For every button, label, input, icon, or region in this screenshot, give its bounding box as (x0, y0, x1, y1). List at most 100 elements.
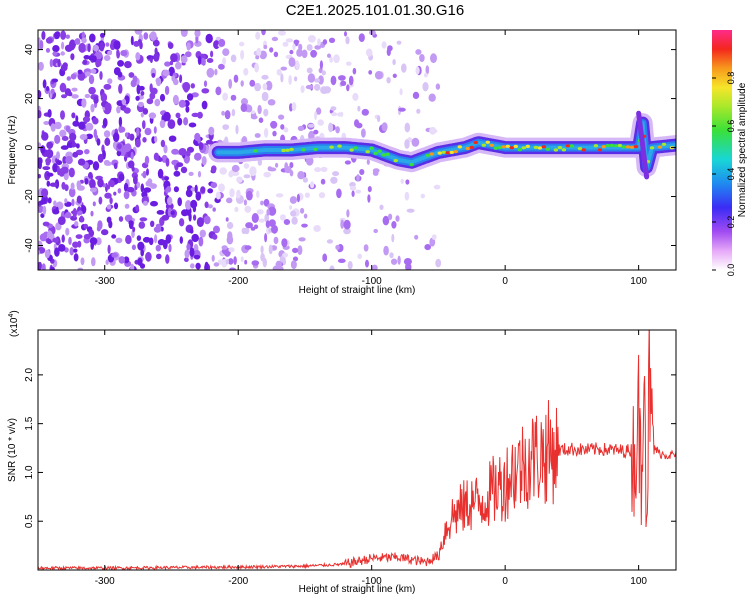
noise-blob (336, 189, 342, 199)
noise-blob (107, 78, 112, 84)
noise-blob (179, 100, 186, 108)
noise-blob (52, 45, 59, 52)
noise-blob (162, 215, 170, 221)
noise-blob (125, 132, 128, 137)
noise-blob (251, 110, 255, 114)
noise-blob (432, 234, 437, 240)
noise-blob (88, 55, 93, 60)
noise-blob (195, 263, 200, 270)
noise-blob (256, 48, 261, 57)
noise-blob (241, 80, 244, 86)
noise-blob (335, 245, 340, 250)
noise-blob (430, 53, 437, 63)
noise-blob (362, 109, 369, 116)
noise-blob (373, 168, 380, 173)
noise-blob (405, 179, 409, 184)
noise-blob (104, 138, 110, 146)
x-tick-label: -300 (95, 276, 115, 287)
noise-blob (330, 177, 337, 184)
track-peak (378, 150, 382, 153)
noise-blob (168, 119, 176, 129)
noise-blob (212, 255, 215, 262)
noise-blob (189, 172, 194, 176)
noise-blob (179, 218, 184, 226)
noise-blob (45, 250, 50, 259)
noise-blob (119, 174, 124, 182)
noise-blob (61, 42, 64, 50)
noise-blob (47, 173, 54, 177)
noise-blob (109, 197, 112, 204)
noise-blob (88, 87, 96, 95)
noise-blob (285, 166, 292, 173)
noise-blob (181, 55, 188, 63)
noise-blob (190, 200, 197, 209)
noise-blob (65, 228, 69, 236)
track-peak (454, 150, 458, 153)
noise-blob (434, 185, 441, 190)
noise-blob (187, 93, 193, 100)
noise-blob (298, 44, 302, 51)
noise-blob (114, 163, 118, 169)
noise-blob (57, 59, 60, 67)
noise-blob (113, 192, 116, 196)
noise-blob (168, 244, 171, 253)
noise-blob (269, 167, 277, 171)
track-peak (598, 148, 602, 151)
noise-blob (176, 162, 183, 167)
noise-blob (60, 31, 66, 40)
noise-blob (331, 76, 337, 86)
noise-blob (346, 209, 349, 217)
noise-blob (340, 81, 346, 86)
noise-blob (97, 178, 104, 187)
track-peak (370, 147, 374, 150)
noise-blob (191, 234, 199, 242)
noise-blob (269, 245, 273, 255)
noise-blob (198, 171, 201, 177)
noise-blob (281, 67, 288, 71)
spectrogram-x-label: Height of straight line (km) (299, 285, 416, 296)
noise-blob (150, 221, 154, 227)
noise-blob (104, 84, 112, 90)
noise-blob (46, 86, 49, 91)
noise-blob (105, 103, 112, 113)
noise-blob (92, 118, 98, 125)
noise-blob (124, 61, 132, 68)
noise-blob (166, 158, 170, 167)
noise-blob (252, 260, 260, 266)
noise-blob (116, 106, 121, 113)
noise-blob (77, 180, 82, 189)
noise-blob (275, 163, 278, 168)
noise-blob (308, 124, 315, 128)
noise-blob (212, 234, 217, 240)
noise-blob (413, 92, 419, 99)
noise-blob (228, 79, 232, 89)
noise-blob (81, 257, 85, 265)
noise-blob (150, 83, 153, 93)
snr-y-label: SNR (10 * v/v) (7, 418, 18, 482)
noise-blob (137, 258, 142, 266)
noise-blob (124, 107, 131, 113)
noise-blob (232, 109, 236, 116)
noise-blob (50, 59, 53, 67)
noise-blob (125, 204, 130, 209)
noise-blob (276, 261, 282, 268)
noise-blob (156, 245, 161, 252)
noise-blob (283, 259, 287, 265)
track-peak (514, 145, 518, 148)
noise-blob (290, 196, 297, 204)
noise-blob (54, 135, 60, 144)
noise-blob (218, 39, 225, 47)
noise-blob (222, 124, 229, 130)
track-peak (650, 146, 654, 149)
noise-blob (308, 73, 315, 83)
noise-blob (46, 37, 53, 43)
noise-blob (222, 93, 228, 101)
noise-blob (235, 125, 238, 134)
noise-blob (72, 152, 78, 158)
noise-blob (71, 74, 77, 80)
noise-blob (189, 123, 197, 128)
noise-blob (254, 83, 261, 91)
y-tick-label: 40 (24, 44, 35, 56)
spectrogram-y-label: Frequency (Hz) (7, 116, 18, 185)
noise-blob (280, 214, 286, 220)
